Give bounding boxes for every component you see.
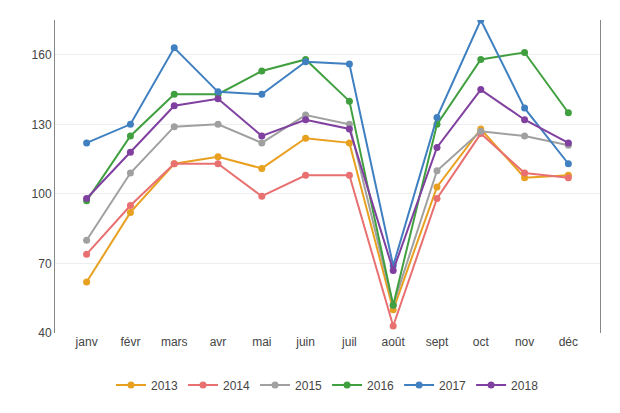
svg-text:2015: 2015 [295,379,322,393]
svg-text:2013: 2013 [151,379,178,393]
svg-text:100: 100 [32,187,52,201]
svg-text:2014: 2014 [223,379,250,393]
svg-text:juin: juin [295,335,315,349]
svg-text:mai: mai [252,335,271,349]
svg-text:2018: 2018 [511,379,538,393]
svg-text:avr: avr [210,335,227,349]
svg-text:févr: févr [120,335,140,349]
svg-text:juil: juil [341,335,357,349]
svg-text:oct: oct [473,335,490,349]
svg-text:130: 130 [32,118,52,132]
svg-text:160: 160 [32,48,52,62]
svg-text:40: 40 [38,326,52,340]
svg-text:nov: nov [515,335,534,349]
svg-text:janv: janv [75,335,98,349]
svg-text:2017: 2017 [439,379,466,393]
svg-text:2016: 2016 [367,379,394,393]
svg-text:sept: sept [426,335,449,349]
svg-text:70: 70 [38,257,52,271]
svg-text:août: août [382,335,406,349]
svg-text:déc: déc [559,335,578,349]
svg-text:mars: mars [161,335,188,349]
